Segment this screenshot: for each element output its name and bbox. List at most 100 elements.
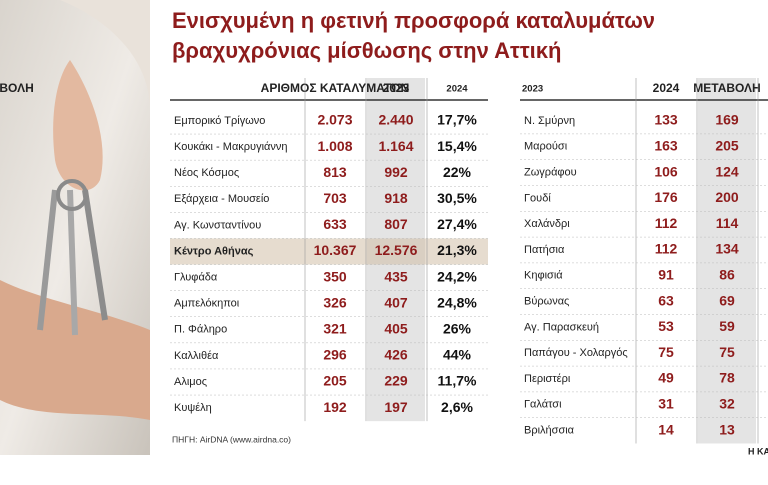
count-value: 703 <box>323 190 347 206</box>
count-value: 807 <box>384 216 408 232</box>
row-name: Περιστέρι <box>524 373 571 385</box>
column-header: 2024 <box>446 84 468 95</box>
row-name: Ν. Σμύρνη <box>524 115 575 127</box>
change-value: 24,8% <box>437 294 477 310</box>
count-value: 169 <box>715 112 739 128</box>
change-value: 44% <box>443 347 472 363</box>
change-value: 30,5% <box>437 190 477 206</box>
count-value: 134 <box>715 241 739 257</box>
count-value: 1.164 <box>378 138 413 154</box>
row-name: Γουδί <box>524 192 551 204</box>
count-value: 69 <box>719 292 735 308</box>
count-value: 32 <box>719 396 735 412</box>
count-value: 75 <box>719 344 735 360</box>
row-name: Παπάγου - Χολαργός <box>524 347 628 359</box>
count-value: 326 <box>323 294 347 310</box>
source: ΠΗΓΗ: AirDNA (www.airdna.co) <box>172 434 291 444</box>
column-header: 2023 <box>522 84 543 95</box>
row-name: Βύρωνας <box>524 296 569 308</box>
row-name: Πατήσια <box>524 244 565 256</box>
row-name: Κηφισιά <box>524 270 563 282</box>
count-value: 86 <box>719 267 735 283</box>
count-value: 200 <box>715 189 739 205</box>
count-value: 992 <box>384 164 408 180</box>
row-name: Αμπελόκηποι <box>174 298 240 310</box>
count-value: 405 <box>384 321 408 337</box>
count-value: 114 <box>716 215 739 231</box>
count-value: 321 <box>323 321 347 337</box>
row-name: Εξάρχεια - Μουσείο <box>174 193 269 205</box>
column-header: 2023 <box>383 81 410 95</box>
change-value: 26% <box>443 321 472 337</box>
column-header: ΜΕΤΑΒΟΛΗ <box>0 81 34 95</box>
title-line: βραχυχρόνιας μίσθωσης στην Αττική <box>172 38 562 63</box>
count-value: 31 <box>658 396 674 412</box>
row-name: Νέος Κόσμος <box>174 167 239 179</box>
column-band <box>367 238 425 265</box>
count-value: 350 <box>323 268 347 284</box>
count-value: 163 <box>654 138 678 154</box>
count-value: 78 <box>719 370 735 386</box>
count-value: 13 <box>719 421 735 437</box>
row-name: Κυψέλη <box>174 402 212 414</box>
count-value: 205 <box>715 138 739 154</box>
count-value: 10.367 <box>314 242 357 258</box>
column-header: ΑΡΙΘΜΟΣ ΚΑΤΑΛΥΜΑΤΩΝ <box>261 81 410 95</box>
row-name: Γλυφάδα <box>174 272 218 284</box>
count-value: 435 <box>384 268 408 284</box>
count-value: 2.440 <box>378 112 413 128</box>
count-value: 12.576 <box>375 242 418 258</box>
count-value: 197 <box>384 399 408 415</box>
count-value: 59 <box>719 318 735 334</box>
count-value: 75 <box>658 344 674 360</box>
count-value: 407 <box>384 294 408 310</box>
count-value: 918 <box>384 190 408 206</box>
column-header: ΜΕΤΑΒΟΛΗ <box>693 81 760 95</box>
credit: Η ΚΑΘΗΜΕΡΙΝΗ <box>748 446 768 456</box>
change-value: 15,4% <box>437 138 477 154</box>
column-header: 2024 <box>653 81 680 95</box>
count-value: 229 <box>384 373 408 389</box>
row-name: Αγ. Κωνσταντίνου <box>174 219 261 231</box>
change-value: 24,2% <box>437 268 477 284</box>
count-value: 63 <box>658 292 674 308</box>
count-value: 813 <box>323 164 347 180</box>
count-value: 192 <box>323 399 347 415</box>
count-value: 112 <box>655 241 678 257</box>
column-band <box>698 78 756 444</box>
count-value: 49 <box>658 370 674 386</box>
highlight-row <box>170 238 488 265</box>
title-line: Ενισχυμένη η φετινή προσφορά καταλυμάτων <box>172 8 655 33</box>
photo <box>0 0 150 455</box>
count-value: 2.073 <box>317 112 352 128</box>
row-name: Αγ. Παρασκευή <box>524 321 599 333</box>
count-value: 14 <box>658 421 674 437</box>
row-name: Μαρούσι <box>524 141 568 153</box>
row-name: Καλλιθέα <box>174 350 219 362</box>
count-value: 112 <box>655 215 678 231</box>
count-value: 91 <box>658 267 674 283</box>
count-value: 633 <box>323 216 347 232</box>
row-name: Βριλήσσια <box>524 425 575 437</box>
change-value: 2,6% <box>441 399 473 415</box>
row-name: Ζωγράφου <box>524 167 577 179</box>
row-name: Π. Φάληρο <box>174 324 227 336</box>
count-value: 133 <box>654 112 678 128</box>
change-value: 21,3% <box>437 242 477 258</box>
change-value: 11,7% <box>438 373 477 389</box>
change-value: 27,4% <box>437 216 477 232</box>
row-name: Κέντρο Αθήνας <box>174 245 254 257</box>
row-name: Χαλάνδρι <box>524 218 570 230</box>
row-name: Αλιμος <box>174 376 207 388</box>
count-value: 205 <box>323 373 347 389</box>
count-value: 124 <box>715 163 739 179</box>
row-name: Κουκάκι - Μακρυγιάννη <box>174 141 288 153</box>
change-value: 22% <box>443 164 472 180</box>
count-value: 106 <box>654 163 678 179</box>
count-value: 1.008 <box>317 138 352 154</box>
count-value: 53 <box>658 318 674 334</box>
row-name: Εμπορικό Τρίγωνο <box>174 115 265 127</box>
change-value: 17,7% <box>437 112 477 128</box>
row-name: Γαλάτσι <box>524 399 562 411</box>
